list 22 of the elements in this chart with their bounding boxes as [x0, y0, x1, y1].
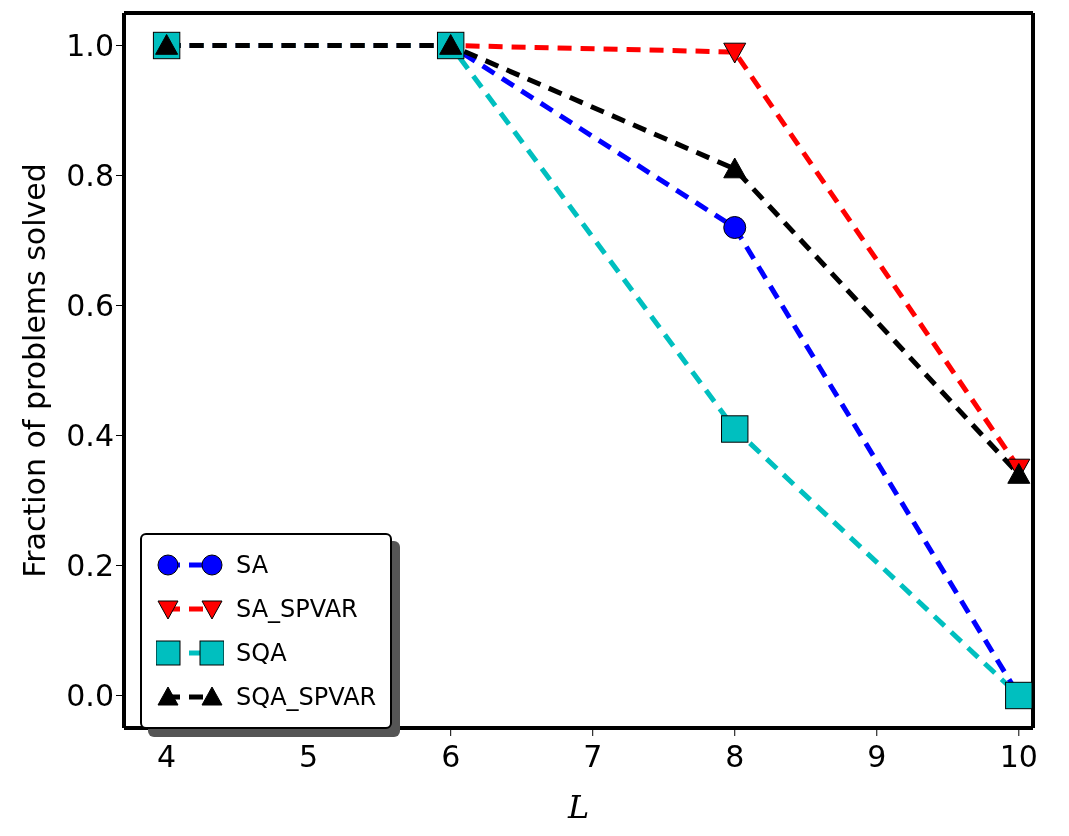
legend-label: SA_SPVAR	[236, 595, 358, 623]
y-tick-label: 1.0	[66, 28, 114, 64]
point	[723, 157, 747, 179]
y-tick-label: 0.4	[66, 418, 114, 454]
y-tick-label: 0.2	[66, 548, 114, 584]
y-tick-label: 0.8	[66, 158, 114, 194]
x-tick-label: 8	[725, 739, 745, 775]
legend-label: SQA_SPVAR	[236, 683, 377, 711]
legend-label: SQA	[236, 639, 287, 667]
y-tick-label: 0.0	[66, 678, 114, 714]
legend-label: SA	[236, 551, 269, 579]
x-tick-label: 9	[867, 739, 887, 775]
y-tick-label: 0.6	[66, 288, 114, 324]
x-tick-label: 5	[299, 739, 319, 775]
x-tick-label: 10	[999, 739, 1038, 775]
y-axis-title: Fraction of problems solved	[16, 163, 52, 578]
point	[721, 415, 749, 443]
point	[723, 216, 747, 239]
x-tick-label: 4	[157, 739, 177, 775]
x-axis-title: L	[566, 788, 590, 826]
x-tick-label: 7	[583, 739, 603, 775]
x-tick-label: 6	[441, 739, 461, 775]
